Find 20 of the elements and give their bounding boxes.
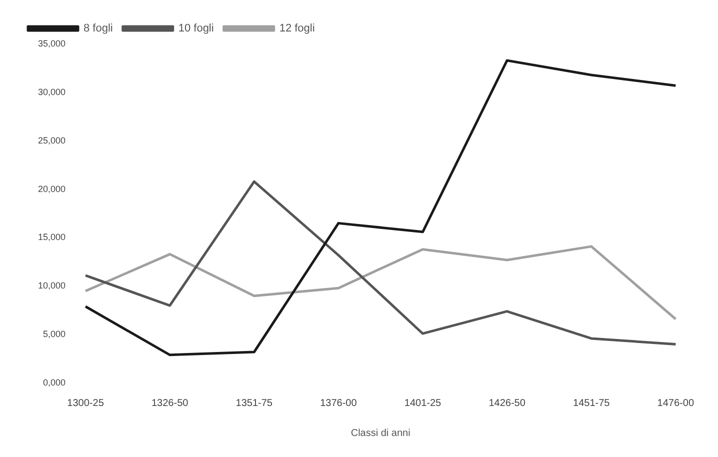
y-tick-label: 30,000 [38, 86, 66, 97]
y-tick-label: 0,000 [42, 377, 66, 388]
x-tick-label: 1351-75 [236, 398, 273, 409]
x-tick-label: 1451-75 [572, 398, 610, 409]
y-tick-label: 25,000 [38, 135, 66, 146]
y-tick-label: 20,000 [38, 184, 66, 194]
x-tick-label: 1426-50 [488, 398, 526, 409]
y-tick-label: 10,000 [38, 280, 66, 291]
x-tick-label: 1401-25 [404, 398, 442, 409]
x-tick-label: 1376-00 [320, 398, 358, 409]
legend-label: 12 fogli [279, 22, 315, 35]
y-tick-label: 35,000 [38, 38, 66, 48]
y-tick-label: 15,000 [38, 232, 66, 242]
x-tick-label: 1326-50 [151, 398, 189, 409]
legend-label: 8 fogli [84, 22, 113, 35]
x-axis-title: Classi di anni [350, 428, 410, 439]
y-tick-label: 5,000 [42, 329, 66, 340]
x-tick-label: 1300-25 [67, 398, 104, 409]
x-tick-label: 1476-00 [657, 398, 694, 409]
legend-label: 10 fogli [178, 22, 214, 35]
